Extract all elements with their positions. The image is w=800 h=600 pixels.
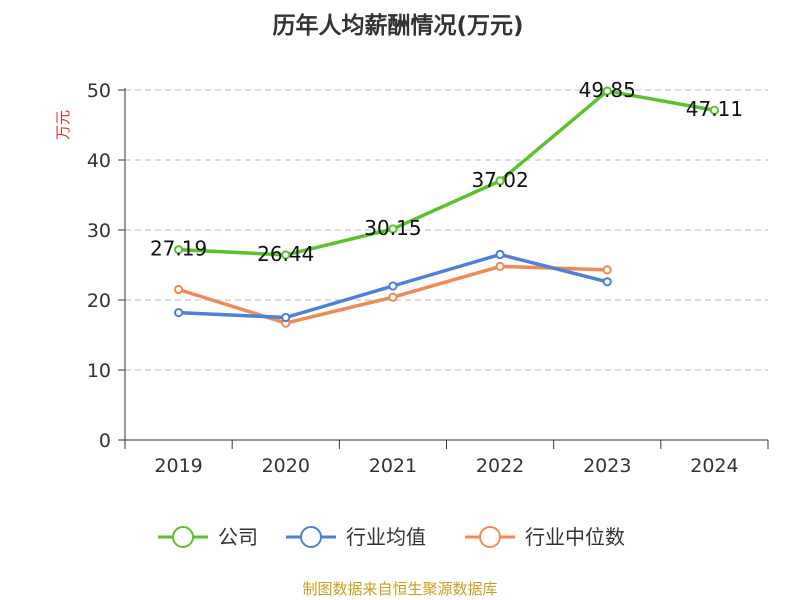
data-point [388, 281, 398, 291]
x-tick-label: 2022 [476, 455, 524, 477]
y-tick-label: 0 [99, 430, 111, 452]
legend-item: 行业中位数 [465, 525, 625, 549]
data-point [173, 284, 184, 295]
data-label: 26.44 [257, 242, 314, 266]
x-tick-label: 2020 [262, 455, 310, 477]
data-point [602, 265, 612, 275]
data-point [388, 292, 398, 302]
x-tick-label: 2024 [690, 455, 738, 477]
series-公司 [173, 86, 720, 260]
chart-title: 历年人均薪酬情况(万元) [272, 12, 523, 39]
data-point [709, 105, 720, 115]
data-point [602, 86, 612, 96]
legend-label: 行业均值 [346, 525, 426, 549]
source-note: 制图数据来自恒生聚源数据库 [302, 580, 497, 598]
data-label: 37.02 [471, 168, 528, 192]
x-tick-label: 2019 [154, 455, 202, 477]
legend-label: 公司 [218, 525, 258, 549]
y-tick-label: 10 [87, 360, 111, 382]
data-label: 47.11 [686, 97, 743, 121]
y-axis-label: 万元 [54, 110, 72, 140]
data-point [281, 312, 291, 323]
data-point [602, 277, 612, 287]
data-point [281, 250, 291, 260]
data-label: 30.15 [364, 216, 421, 240]
data-point [388, 224, 398, 234]
axes: 0 10 20 30 40 50 2019 2020 2021 2022 2023 2024 [87, 80, 769, 477]
gridlines [125, 89, 768, 371]
legend-marker [479, 526, 501, 548]
data-point [495, 249, 505, 260]
legend-marker [172, 526, 194, 548]
series-group [173, 86, 720, 328]
data-point [495, 176, 505, 186]
data-label: 27.19 [150, 237, 207, 261]
y-tick-label: 20 [87, 290, 111, 312]
y-tick-label: 40 [87, 150, 111, 172]
legend: 公司 行业均值 行业中位数 [158, 525, 625, 549]
y-tick-label: 50 [87, 80, 111, 102]
x-tick-label: 2021 [369, 455, 417, 477]
legend-item: 行业均值 [286, 525, 426, 549]
data-labels: 27.19 26.44 30.15 37.02 49.85 47.11 [150, 78, 743, 266]
legend-item: 公司 [158, 525, 258, 549]
data-label: 49.85 [579, 78, 636, 102]
data-point [173, 245, 184, 255]
legend-label: 行业中位数 [525, 525, 625, 549]
series-line [178, 89, 715, 257]
series-行业均值 [173, 249, 612, 323]
data-point [495, 261, 505, 271]
x-tick-label: 2023 [583, 455, 631, 477]
data-point [173, 308, 184, 318]
legend-marker [300, 526, 322, 548]
y-tick-label: 30 [87, 220, 111, 242]
